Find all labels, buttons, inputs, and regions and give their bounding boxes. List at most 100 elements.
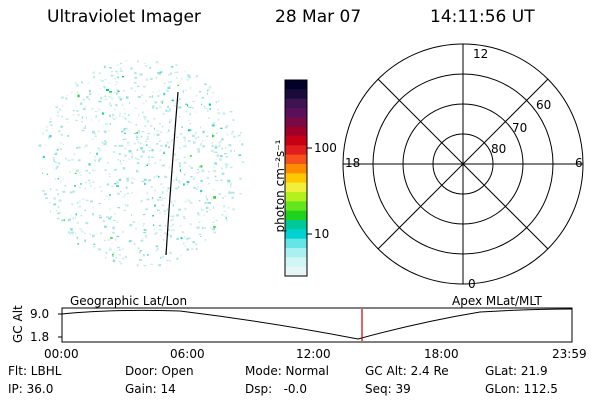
image-pixel xyxy=(137,96,141,98)
image-pixel xyxy=(65,97,67,99)
image-pixel xyxy=(134,76,137,79)
image-pixel xyxy=(75,213,77,216)
image-pixel xyxy=(160,100,164,102)
image-pixel xyxy=(170,189,174,192)
image-pixel xyxy=(225,219,229,222)
image-pixel xyxy=(167,110,170,113)
image-pixel xyxy=(112,115,115,117)
image-pixel xyxy=(164,225,167,227)
image-pixel xyxy=(180,102,182,104)
x-tick-1800: 18:00 xyxy=(424,347,459,361)
image-pixel xyxy=(57,213,60,215)
lat-label-70: 70 xyxy=(512,121,528,135)
image-pixel xyxy=(200,207,202,210)
image-pixel xyxy=(70,228,73,231)
image-pixel xyxy=(44,193,47,196)
image-pixel xyxy=(124,155,126,157)
image-pixel xyxy=(227,183,228,185)
image-pixel xyxy=(200,189,203,193)
image-pixel xyxy=(136,139,139,141)
image-pixel xyxy=(128,114,130,117)
image-pixel xyxy=(199,126,202,129)
image-pixel xyxy=(134,132,136,134)
mlt-label-0: 0 xyxy=(468,277,476,291)
image-pixel xyxy=(85,181,87,184)
image-pixel xyxy=(79,228,82,230)
image-pixel xyxy=(186,183,188,186)
image-pixel xyxy=(226,134,229,136)
image-pixel xyxy=(93,76,95,79)
image-pixel xyxy=(165,109,168,112)
image-pixel xyxy=(186,237,189,240)
image-pixel xyxy=(179,165,181,168)
image-pixel xyxy=(208,103,211,106)
image-pixel xyxy=(94,132,96,135)
image-pixel xyxy=(193,186,197,189)
image-pixel xyxy=(218,193,221,195)
image-pixel xyxy=(159,139,161,141)
image-pixel xyxy=(114,78,117,80)
image-pixel xyxy=(57,178,60,180)
image-pixel xyxy=(90,200,92,203)
image-pixel xyxy=(108,217,111,220)
image-pixel xyxy=(133,242,136,245)
image-pixel xyxy=(174,199,176,202)
image-pixel xyxy=(99,88,101,90)
image-pixel xyxy=(123,209,127,211)
image-pixel xyxy=(49,134,52,138)
image-pixel xyxy=(110,216,113,219)
image-pixel xyxy=(98,202,101,205)
image-pixel xyxy=(97,147,100,150)
image-pixel xyxy=(63,219,65,222)
image-pixel xyxy=(220,127,223,129)
image-pixel xyxy=(157,94,160,98)
image-pixel xyxy=(79,200,81,203)
image-pixel xyxy=(134,177,136,180)
image-pixel xyxy=(103,65,106,69)
image-pixel xyxy=(188,199,190,203)
image-pixel xyxy=(88,181,91,184)
image-pixel xyxy=(145,235,148,238)
image-pixel xyxy=(86,96,89,99)
image-pixel xyxy=(192,141,196,144)
image-pixel xyxy=(49,202,51,204)
image-pixel xyxy=(134,107,137,109)
image-pixel xyxy=(79,102,83,105)
image-pixel xyxy=(124,132,126,134)
image-pixel xyxy=(118,144,121,148)
image-pixel xyxy=(131,152,134,156)
image-pixel xyxy=(58,199,62,202)
image-pixel xyxy=(117,159,119,161)
image-pixel xyxy=(38,144,42,147)
image-pixel xyxy=(106,88,109,91)
image-pixel xyxy=(107,239,110,241)
image-pixel xyxy=(143,232,147,234)
image-pixel xyxy=(80,174,82,176)
image-pixel xyxy=(190,86,192,89)
image-pixel xyxy=(141,131,145,133)
image-pixel xyxy=(84,187,86,190)
image-pixel xyxy=(77,92,80,96)
image-pixel xyxy=(75,232,77,235)
image-pixel xyxy=(202,130,205,134)
image-pixel xyxy=(71,231,74,234)
image-pixel xyxy=(181,126,183,128)
image-pixel xyxy=(143,254,145,257)
image-pixel xyxy=(77,94,80,98)
x-tick-2359: 23:59 xyxy=(552,347,587,361)
image-pixel xyxy=(42,190,45,192)
image-pixel xyxy=(165,89,168,92)
image-pixel xyxy=(147,156,150,159)
image-pixel xyxy=(115,239,117,241)
image-pixel xyxy=(195,131,197,134)
image-track-line xyxy=(165,91,179,256)
image-pixel xyxy=(202,145,205,148)
image-pixel xyxy=(104,98,108,101)
image-pixel xyxy=(191,134,195,137)
image-pixel xyxy=(141,180,145,183)
image-pixel xyxy=(169,119,172,121)
colorbar-segment xyxy=(285,266,307,277)
image-pixel xyxy=(208,201,211,204)
image-pixel xyxy=(198,91,202,93)
